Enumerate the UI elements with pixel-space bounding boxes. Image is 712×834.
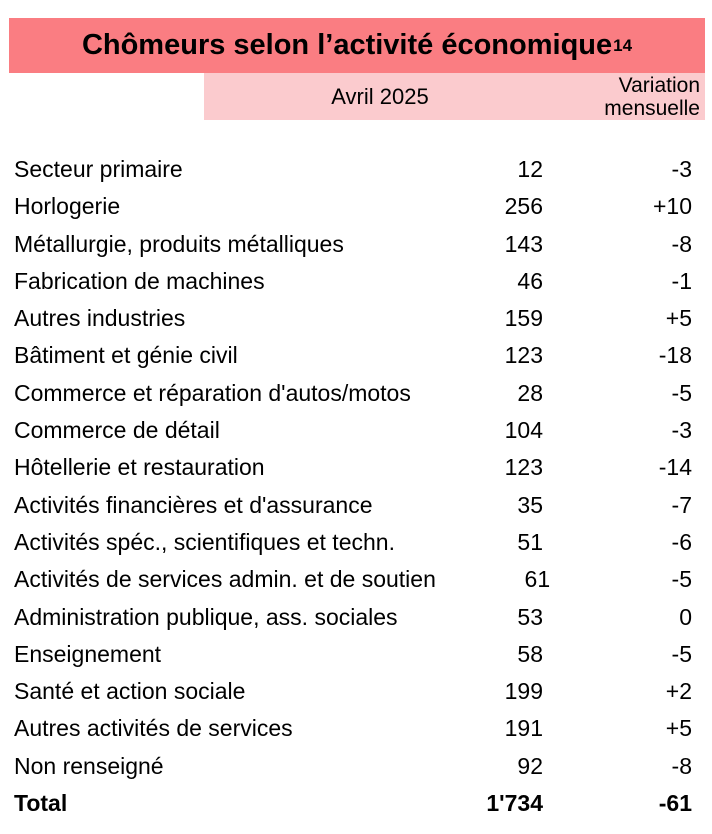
title-band: Chômeurs selon l’activité économique 14 bbox=[9, 18, 705, 73]
row-label: Autres activités de services bbox=[14, 715, 293, 742]
row-label: Hôtellerie et restauration bbox=[14, 454, 265, 481]
column-header-period: Avril 2025 bbox=[204, 73, 556, 120]
row-variation: -3 bbox=[671, 156, 692, 182]
row-variation: -1 bbox=[671, 267, 692, 294]
row-value: 28 bbox=[517, 379, 543, 406]
total-value: 1'734 bbox=[486, 790, 543, 817]
column-header-variation: Variation mensuelle bbox=[556, 73, 705, 120]
table-row: Non renseigné 92 -8 bbox=[0, 748, 712, 785]
row-label: Métallurgie, produits métalliques bbox=[14, 230, 344, 257]
row-label: Commerce et réparation d'autos/motos bbox=[14, 379, 411, 406]
table-row: Autres activités de services 191 +5 bbox=[0, 710, 712, 747]
row-variation: -8 bbox=[671, 752, 692, 779]
row-label: Santé et action sociale bbox=[14, 678, 246, 705]
row-value: 58 bbox=[517, 640, 543, 667]
table-row: Commerce et réparation d'autos/motos 28 … bbox=[0, 375, 712, 412]
row-value: 61 bbox=[524, 566, 551, 593]
row-variation: -3 bbox=[671, 417, 692, 444]
row-label: Activités financières et d'assurance bbox=[14, 491, 373, 518]
row-variation: -5 bbox=[671, 379, 692, 406]
row-value: 12 bbox=[517, 156, 543, 182]
row-value: 256 bbox=[504, 193, 543, 220]
table-row: Enseignement 58 -5 bbox=[0, 636, 712, 673]
row-label: Enseignement bbox=[14, 640, 162, 667]
table-row: Secteur primaire 12 -3 bbox=[0, 151, 712, 188]
row-value: 51 bbox=[517, 528, 543, 555]
table-row: Autres industries 159 +5 bbox=[0, 300, 712, 337]
row-value: 123 bbox=[504, 454, 543, 481]
period-label: Avril 2025 bbox=[331, 83, 429, 109]
table-row: Activités de services admin. et de souti… bbox=[0, 561, 712, 598]
row-variation: -6 bbox=[671, 528, 692, 555]
page-title: Chômeurs selon l’activité économique bbox=[81, 29, 613, 61]
row-label: Activités spéc., scientifiques et techn. bbox=[14, 528, 395, 555]
row-value: 191 bbox=[504, 715, 543, 742]
table-row: Santé et action sociale 199 +2 bbox=[0, 673, 712, 710]
table-row: Activités spéc., scientifiques et techn.… bbox=[0, 524, 712, 561]
row-value: 143 bbox=[504, 230, 543, 257]
table-row: Commerce de détail 104 -3 bbox=[0, 412, 712, 449]
row-value: 35 bbox=[517, 491, 543, 518]
table-row: Administration publique, ass. sociales 5… bbox=[0, 599, 712, 636]
row-variation: +5 bbox=[665, 305, 692, 332]
variation-label-line2: mensuelle bbox=[604, 96, 700, 120]
table-body: Secteur primaire 12 -3 Horlogerie 256 +1… bbox=[0, 151, 712, 822]
row-label: Fabrication de machines bbox=[14, 267, 265, 294]
row-value: 53 bbox=[517, 603, 543, 630]
row-value: 104 bbox=[504, 417, 543, 444]
row-variation: -14 bbox=[658, 454, 692, 481]
row-variation: +10 bbox=[652, 193, 692, 220]
row-variation: +5 bbox=[665, 715, 692, 742]
table-row: Activités financières et d'assurance 35 … bbox=[0, 487, 712, 524]
row-variation: 0 bbox=[679, 603, 692, 630]
row-label: Commerce de détail bbox=[14, 417, 220, 444]
column-header-band: Avril 2025 Variation mensuelle bbox=[204, 73, 705, 120]
row-value: 92 bbox=[517, 752, 543, 779]
table-row: Hôtellerie et restauration 123 -14 bbox=[0, 449, 712, 486]
table-row: Bâtiment et génie civil 123 -18 bbox=[0, 337, 712, 374]
row-value: 199 bbox=[504, 678, 543, 705]
row-variation: -7 bbox=[671, 491, 692, 518]
row-label: Secteur primaire bbox=[14, 156, 183, 182]
row-label: Autres industries bbox=[14, 305, 186, 332]
total-variation: -61 bbox=[658, 790, 692, 817]
row-value: 46 bbox=[517, 267, 543, 294]
row-value: 159 bbox=[504, 305, 543, 332]
row-variation: -5 bbox=[671, 640, 692, 667]
table-row: Horlogerie 256 +10 bbox=[0, 188, 712, 225]
table-total-row: Total 1'734 -61 bbox=[0, 785, 712, 822]
row-variation: -18 bbox=[658, 342, 692, 369]
table-row: Métallurgie, produits métalliques 143 -8 bbox=[0, 226, 712, 263]
row-value: 123 bbox=[504, 342, 543, 369]
row-variation: +2 bbox=[665, 678, 692, 705]
variation-label-line1: Variation bbox=[618, 73, 700, 97]
row-variation: -8 bbox=[671, 230, 692, 257]
row-label: Activités de services admin. et de souti… bbox=[14, 566, 436, 593]
table-row: Fabrication de machines 46 -1 bbox=[0, 263, 712, 300]
row-label: Administration publique, ass. sociales bbox=[14, 603, 398, 630]
row-label: Horlogerie bbox=[14, 193, 121, 220]
row-label: Non renseigné bbox=[14, 752, 164, 779]
row-variation: -5 bbox=[671, 566, 692, 593]
total-label: Total bbox=[14, 790, 68, 817]
row-label: Bâtiment et génie civil bbox=[14, 342, 238, 369]
